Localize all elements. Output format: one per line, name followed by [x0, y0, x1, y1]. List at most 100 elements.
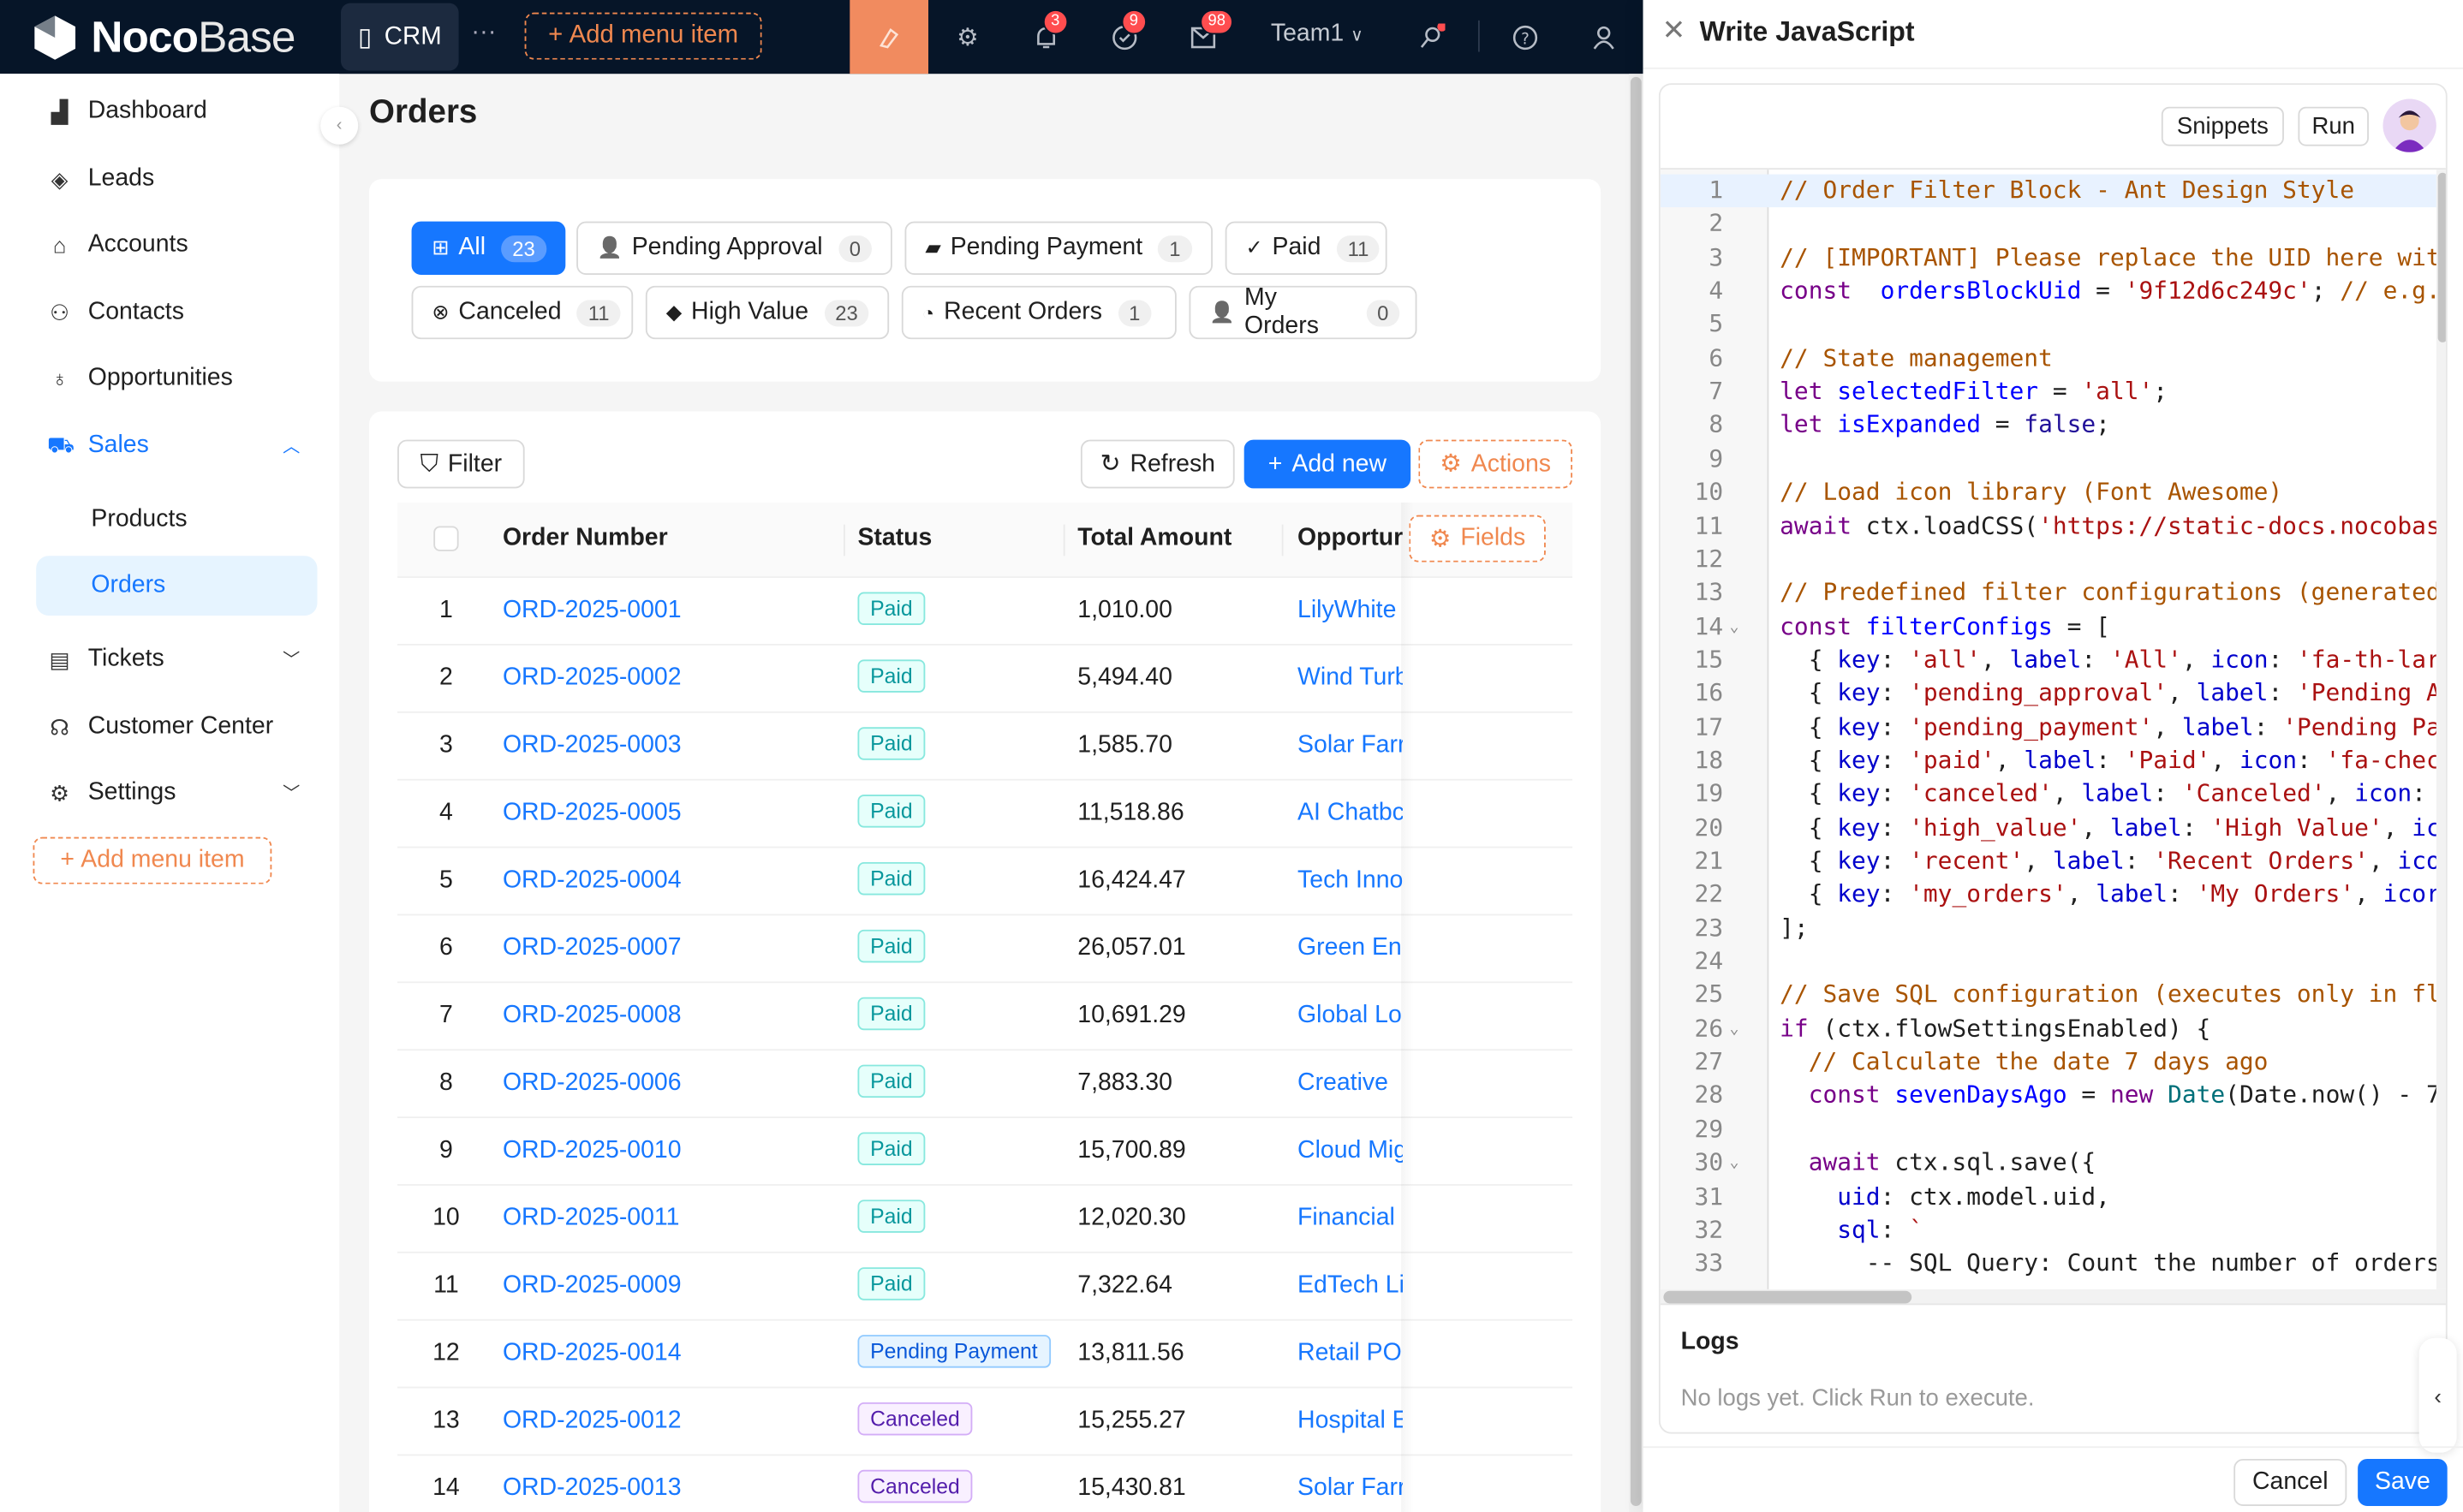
opportunity-link[interactable]: Retail POS — [1297, 1339, 1403, 1366]
line-number: 33 — [1694, 1248, 1724, 1277]
opportunity-link[interactable]: AI Chatbc — [1297, 799, 1403, 826]
order-number-link[interactable]: ORD-2025-0007 — [502, 934, 682, 961]
code-token: '9f12d6c249c' — [2124, 276, 2311, 305]
order-number-link[interactable]: ORD-2025-0004 — [502, 866, 682, 894]
code-editor[interactable]: 1 // Order Filter Block - Ant Design Styl… — [1660, 168, 2446, 1289]
order-number-link[interactable]: ORD-2025-0006 — [502, 1069, 682, 1097]
filter-paid[interactable]: ✓ Paid 11 — [1225, 221, 1387, 275]
column-header-order-number[interactable]: Order Number — [502, 524, 668, 551]
column-header-total-amount[interactable]: Total Amount — [1077, 524, 1232, 551]
opportunity-link[interactable]: Wind Turb — [1297, 664, 1403, 692]
order-number-link[interactable]: ORD-2025-0014 — [502, 1339, 682, 1366]
code-token: false — [2024, 410, 2096, 439]
order-number-link[interactable]: ORD-2025-0005 — [502, 799, 682, 826]
sidebar-item-customer-center[interactable]: ☊ Customer Center — [0, 697, 339, 757]
user-menu-button[interactable] — [1585, 19, 1623, 57]
mail-button[interactable]: 98 — [1184, 9, 1234, 57]
sidebar-item-orders[interactable]: Orders — [36, 556, 318, 616]
opportunity-link[interactable]: Green Ene — [1297, 934, 1403, 961]
order-number-link[interactable]: ORD-2025-0003 — [502, 731, 682, 759]
table-row: 13 ORD-2025-0012 Canceled 15,255.27 Hospital… — [397, 1388, 1573, 1456]
order-number-link[interactable]: ORD-2025-0011 — [502, 1204, 680, 1232]
order-number-link[interactable]: ORD-2025-0008 — [502, 1002, 682, 1029]
filter-button[interactable]: ⛉ Filter — [397, 439, 525, 489]
status-badge: Paid — [857, 795, 926, 828]
sidebar-item-opportunities[interactable]: ♁ Opportunities — [0, 348, 339, 408]
save-button[interactable]: Save — [2358, 1458, 2448, 1506]
column-header-status[interactable]: Status — [857, 524, 933, 551]
opportunity-link[interactable]: Financial — [1297, 1204, 1395, 1232]
sidebar-item-products[interactable]: Products — [0, 490, 339, 550]
refresh-button[interactable]: ↻ Refresh — [1080, 439, 1235, 489]
filter-all[interactable]: ⊞ All 23 — [411, 221, 566, 275]
select-all-checkbox[interactable] — [433, 526, 459, 551]
opportunity-link[interactable]: Global Lo — [1297, 1002, 1402, 1029]
fold-chevron-icon[interactable]: ⌄ — [1729, 1154, 1739, 1172]
collapse-sidebar-button[interactable]: ‹ — [320, 106, 359, 145]
sidebar-item-contacts[interactable]: ⚇ Contacts — [0, 283, 339, 342]
sidebar-item-accounts[interactable]: ⌂ Accounts — [0, 215, 339, 275]
order-number-link[interactable]: ORD-2025-0012 — [502, 1407, 682, 1434]
page-scrollbar[interactable] — [1629, 74, 1643, 1512]
line-number: 25 — [1694, 980, 1724, 1009]
order-number-link[interactable]: ORD-2025-0009 — [502, 1271, 682, 1299]
code-token: { — [1780, 813, 1838, 842]
sidebar-item-settings[interactable]: ⚙ Settings ﹀ — [0, 763, 339, 823]
fields-button[interactable]: ⚙ Fields — [1409, 515, 1546, 563]
filter-my-orders[interactable]: 👤 My Orders 0 — [1189, 284, 1417, 340]
javascript-drawer: ✕ Write JavaScript Snippets Run 1 // Orde… — [1643, 0, 2463, 1512]
code-token: // Predefined filter configurations (gen… — [1780, 578, 2436, 607]
order-number-link[interactable]: ORD-2025-0001 — [502, 596, 682, 624]
search-button[interactable] — [1412, 19, 1450, 57]
actions-button[interactable]: ⚙ Actions — [1418, 439, 1573, 489]
filter-pending-payment[interactable]: ▰ Pending Payment 1 — [904, 221, 1214, 275]
filter-pending-approval[interactable]: 👤 Pending Approval 0 — [576, 221, 892, 275]
filter-recent-orders[interactable]: ◔ Recent Orders 1 — [901, 285, 1177, 340]
opportunity-link[interactable]: Creative — [1297, 1069, 1388, 1097]
add-new-button[interactable]: + Add new — [1243, 439, 1411, 489]
order-number-link[interactable]: ORD-2025-0010 — [502, 1136, 682, 1164]
opportunity-link[interactable]: Solar Farr — [1297, 1474, 1403, 1502]
opportunity-link[interactable]: Hospital E — [1297, 1407, 1403, 1434]
sidebar-add-menu-item-button[interactable]: + Add menu item — [33, 836, 272, 884]
code-token: { — [1780, 678, 1838, 707]
opportunity-link[interactable]: LilyWhite — [1297, 596, 1397, 624]
editor-vertical-scrollbar[interactable] — [2436, 170, 2446, 1289]
column-header-opportunity[interactable]: Opportur — [1297, 524, 1403, 551]
expand-side-panel-button[interactable]: ‹ — [2418, 1337, 2457, 1453]
filter-canceled[interactable]: ⊗ Canceled 11 — [411, 285, 634, 340]
sidebar-item-dashboard[interactable]: ▟ Dashboard — [0, 81, 339, 141]
avatar[interactable] — [2382, 98, 2436, 152]
opportunity-link[interactable]: Cloud Mig — [1297, 1136, 1403, 1164]
tasks-button[interactable]: 9 — [1106, 9, 1147, 57]
snippets-button[interactable]: Snippets — [2161, 106, 2284, 146]
table-row: 6 ORD-2025-0007 Paid 26,057.01 Green Ene — [397, 915, 1573, 984]
filter-high-value[interactable]: ◆ High Value 23 — [645, 285, 890, 340]
nocobase-logo[interactable]: Noco Base — [28, 11, 295, 63]
sidebar-item-sales[interactable]: ⛟ Sales ︿ — [0, 416, 339, 476]
close-drawer-button[interactable]: ✕ — [1662, 15, 1686, 48]
notifications-button[interactable]: 3 — [1028, 9, 1068, 57]
opportunity-link[interactable]: Tech Inno — [1297, 866, 1403, 894]
order-number-link[interactable]: ORD-2025-0013 — [502, 1474, 682, 1502]
tab-crm[interactable]: ▯ CRM — [341, 3, 459, 71]
add-menu-item-button[interactable]: + Add menu item — [524, 12, 762, 60]
opportunity-link[interactable]: Solar Farr — [1297, 731, 1403, 759]
settings-button[interactable]: ⚙ — [949, 19, 987, 57]
fold-chevron-icon[interactable]: ⌄ — [1729, 617, 1739, 636]
team-switcher[interactable]: Team1 ∨ — [1271, 21, 1363, 49]
fold-chevron-icon[interactable]: ⌄ — [1729, 1020, 1739, 1038]
sidebar-item-tickets[interactable]: ▤ Tickets ﹀ — [0, 630, 339, 690]
opportunity-link[interactable]: EdTech Li — [1297, 1271, 1403, 1299]
cancel-button[interactable]: Cancel — [2233, 1458, 2347, 1506]
line-number: 5 — [1709, 310, 1724, 339]
run-button[interactable]: Run — [2298, 106, 2369, 146]
ui-editor-button[interactable] — [850, 0, 929, 74]
editor-horizontal-scrollbar[interactable] — [1660, 1289, 2446, 1306]
code-token: : — [2297, 746, 2326, 775]
code-token: { — [1780, 846, 1838, 875]
order-number-link[interactable]: ORD-2025-0002 — [502, 664, 682, 692]
help-button[interactable]: ? — [1506, 19, 1544, 57]
more-menu-button[interactable]: ··· — [471, 19, 497, 46]
sidebar-item-leads[interactable]: ◈ Leads — [0, 149, 339, 209]
